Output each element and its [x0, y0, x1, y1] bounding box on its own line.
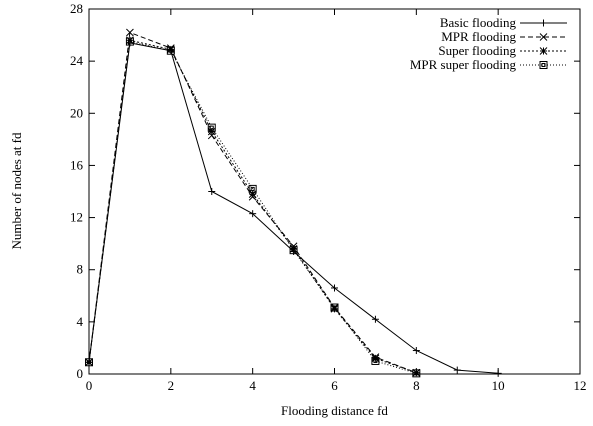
legend-label: MPR super flooding	[410, 57, 517, 72]
legend-marker	[539, 47, 548, 55]
series-line	[88, 39, 417, 374]
series-1	[85, 39, 502, 377]
data-point	[453, 366, 461, 374]
series-line	[88, 42, 499, 374]
data-point	[125, 37, 134, 46]
legend-marker	[539, 61, 548, 69]
legend-marker	[540, 19, 547, 27]
x-tick-label: 6	[331, 378, 338, 393]
y-tick-label: 4	[77, 314, 84, 329]
data-point	[371, 315, 379, 323]
series-group	[85, 28, 502, 378]
series-4	[85, 37, 421, 378]
series-2	[85, 28, 421, 377]
series-line	[88, 31, 417, 374]
data-point	[494, 369, 502, 377]
x-tick-label: 0	[86, 378, 93, 393]
data-point	[371, 356, 380, 365]
y-tick-label: 28	[70, 1, 83, 16]
y-axis-title: Number of nodes at fd	[9, 132, 24, 249]
legend-label: MPR flooding	[441, 29, 516, 44]
y-tick-label: 20	[70, 105, 83, 120]
series-line	[88, 40, 417, 374]
data-point	[207, 131, 216, 140]
x-tick-label: 8	[413, 378, 420, 393]
data-point	[249, 210, 257, 218]
data-point	[126, 28, 134, 37]
data-point	[330, 303, 339, 312]
x-tick-label: 12	[574, 378, 587, 393]
data-point	[248, 190, 257, 198]
x-tick-label: 10	[492, 378, 505, 393]
data-point	[412, 347, 420, 355]
legend-entry: Super flooding	[438, 43, 567, 58]
y-tick-label: 0	[77, 366, 84, 381]
legend-entry: MPR flooding	[441, 29, 567, 44]
data-point	[166, 46, 175, 55]
x-tick-label: 4	[249, 378, 256, 393]
data-point	[371, 354, 380, 363]
legend-label: Basic flooding	[440, 15, 517, 30]
data-point	[207, 123, 216, 132]
y-tick-label: 24	[70, 53, 84, 68]
data-point	[208, 188, 216, 195]
x-axis-title: Flooding distance fd	[281, 403, 388, 418]
series-3	[85, 36, 421, 377]
y-tick-label: 8	[77, 262, 84, 277]
legend-label: Super flooding	[438, 43, 516, 58]
y-tick-label: 12	[70, 210, 83, 225]
data-point	[248, 184, 257, 193]
data-point	[289, 246, 298, 255]
x-tick-label: 2	[168, 378, 175, 393]
legend-marker	[539, 33, 548, 41]
data-point	[85, 358, 93, 367]
legend-entry: Basic flooding	[440, 15, 567, 30]
y-tick-label: 16	[70, 157, 84, 172]
data-point	[412, 369, 421, 378]
data-point	[331, 284, 338, 292]
legend-entry: MPR super flooding	[410, 57, 567, 72]
